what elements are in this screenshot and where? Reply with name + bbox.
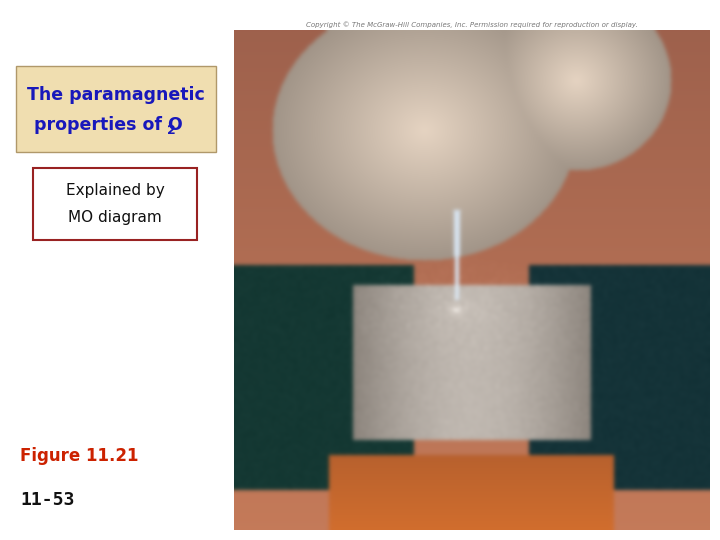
Text: Figure 11.21: Figure 11.21: [20, 447, 138, 465]
Text: The paramagnetic: The paramagnetic: [27, 86, 205, 104]
Text: 11-53: 11-53: [20, 491, 74, 509]
Text: MO diagram: MO diagram: [68, 210, 162, 225]
Text: Copyright © The McGraw-Hill Companies, Inc. Permission required for reproduction: Copyright © The McGraw-Hill Companies, I…: [306, 21, 638, 28]
Text: properties of O: properties of O: [34, 117, 182, 134]
Text: 2: 2: [166, 124, 176, 137]
FancyBboxPatch shape: [16, 66, 216, 152]
FancyBboxPatch shape: [33, 168, 197, 240]
Text: Explained by: Explained by: [66, 183, 164, 198]
